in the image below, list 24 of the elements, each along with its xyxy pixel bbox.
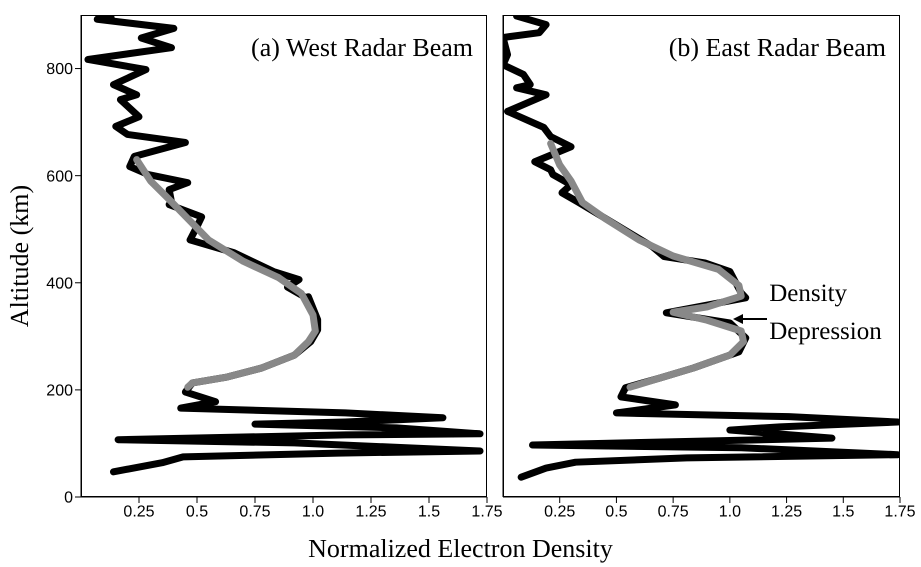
y-tick-label: 800: [46, 61, 74, 78]
x-tick-label: 0.75: [239, 503, 271, 520]
text: (a) West Radar Beam: [251, 33, 473, 63]
y-axis-title: Altitude (km): [5, 184, 35, 328]
annotation: Density Depression: [769, 278, 882, 347]
x-tick-label: 1.5: [418, 503, 440, 520]
x-tick-label: 1.0: [302, 503, 324, 520]
x-tick-label: 1.25: [771, 503, 802, 520]
x-tick-label: 0.5: [605, 503, 628, 520]
x-tick-label: 0.75: [658, 503, 689, 520]
text: (b) East Radar Beam: [668, 33, 886, 63]
x-tick-label: 1.75: [471, 503, 503, 520]
y-tick-label: 0: [64, 490, 74, 507]
x-tick-label: 0.25: [544, 503, 576, 520]
y-tick-label: 200: [46, 382, 74, 400]
x-tick-label: 0.25: [123, 503, 155, 520]
x-tick-label: 0.5: [186, 503, 208, 520]
x-tick-label: 1.25: [355, 503, 387, 520]
x-tick-label: 1.5: [832, 503, 855, 520]
x-tick-label: 1.0: [718, 503, 742, 520]
x-axis-title: Normalized Electron Density: [307, 534, 614, 564]
y-tick-label: 400: [46, 275, 74, 292]
y-tick-label: 600: [46, 168, 74, 186]
x-tick-label: 1.75: [884, 503, 916, 520]
